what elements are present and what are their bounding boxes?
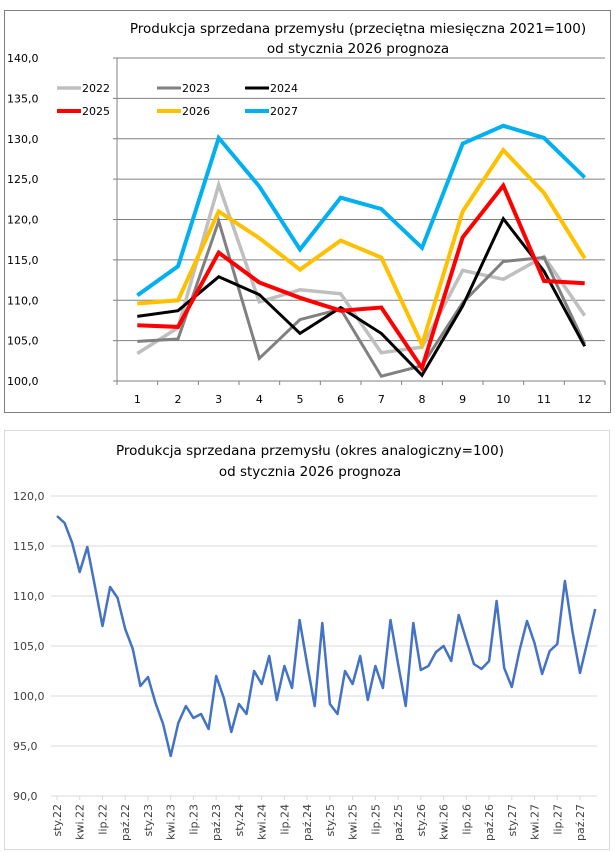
x-tick-label: sty.25 — [324, 804, 337, 836]
chart2-title: Produkcja sprzedana przemysłu (okres ana… — [116, 443, 504, 459]
x-tick-label: lip.26 — [460, 804, 473, 835]
x-tick-label: lip.24 — [278, 804, 291, 835]
legend-label: 2022 — [82, 82, 110, 95]
legend-label: 2026 — [182, 105, 210, 118]
series-line-yoy — [56, 515, 597, 758]
x-tick-label: paź.22 — [119, 804, 132, 841]
legend-label: 2027 — [270, 105, 298, 118]
y-tick-label: 110,0 — [13, 590, 45, 603]
x-tick-label: 4 — [256, 393, 263, 406]
x-tick-label: paź.25 — [392, 804, 405, 841]
x-tick-label: lip.27 — [551, 804, 564, 835]
legend-item-2022: 2022 — [57, 82, 110, 95]
y-tick-label: 100,0 — [13, 690, 45, 703]
x-tick-label: kwi.27 — [529, 804, 542, 840]
y-tick-label: 90,0 — [13, 790, 38, 803]
x-tick-label: 6 — [337, 393, 344, 406]
y-tick-label: 115,0 — [13, 540, 45, 553]
legend-item-2026: 2026 — [157, 105, 210, 118]
legend-item-2025: 2025 — [57, 105, 110, 118]
y-tick-label: 95,0 — [13, 740, 38, 753]
y-tick-label: 110,0 — [7, 294, 39, 307]
x-tick-label: sty.27 — [506, 804, 519, 836]
y-tick-label: 135,0 — [7, 92, 39, 105]
y-tick-label: 115,0 — [7, 254, 39, 267]
x-tick-label: paź.27 — [574, 804, 587, 841]
y-tick-label: 125,0 — [7, 173, 39, 186]
chart-index-2021: Produkcja sprzedana przemysłu (przeciętn… — [7, 21, 606, 406]
series-line-2024 — [137, 215, 587, 378]
x-tick-label: paź.26 — [483, 804, 496, 841]
x-tick-label: kwi.24 — [256, 804, 269, 840]
y-tick-label: 105,0 — [13, 640, 45, 653]
chart1-title: Produkcja sprzedana przemysłu (przeciętn… — [130, 21, 586, 37]
x-tick-label: 8 — [419, 393, 426, 406]
x-tick-label: kwi.26 — [438, 804, 451, 840]
series-line-2027 — [136, 123, 587, 298]
y-tick-label: 105,0 — [7, 335, 39, 348]
x-tick-label: 11 — [537, 393, 551, 406]
x-tick-label: 12 — [578, 393, 592, 406]
chart2-subtitle: od stycznia 2026 prognoza — [219, 464, 401, 480]
x-tick-label: lip.23 — [187, 804, 200, 835]
x-tick-label: paź.23 — [210, 804, 223, 841]
x-tick-label: sty.24 — [233, 804, 246, 836]
x-tick-label: lip.25 — [369, 804, 382, 835]
x-tick-label: 3 — [215, 393, 222, 406]
x-tick-label: kwi.22 — [74, 804, 87, 840]
chart1-subtitle: od stycznia 2026 prognoza — [267, 41, 449, 57]
x-tick-label: 10 — [496, 393, 510, 406]
x-tick-label: 5 — [297, 393, 304, 406]
y-tick-label: 120,0 — [7, 214, 39, 227]
x-tick-label: 7 — [378, 393, 385, 406]
y-tick-label: 100,0 — [7, 375, 39, 388]
x-tick-label: sty.23 — [142, 804, 155, 836]
y-tick-label: 120,0 — [13, 490, 45, 503]
legend-label: 2025 — [82, 105, 110, 118]
series-line-2025 — [137, 181, 585, 373]
x-tick-label: 9 — [459, 393, 466, 406]
series-line-2023 — [137, 216, 587, 378]
chart-panel-yoy: Produkcja sprzedana przemysłu (okres ana… — [4, 430, 610, 850]
x-tick-label: sty.26 — [415, 804, 428, 836]
legend-label: 2024 — [270, 82, 298, 95]
x-tick-label: kwi.25 — [347, 804, 360, 840]
legend-item-2023: 2023 — [157, 82, 210, 95]
x-tick-label: paź.24 — [301, 804, 314, 841]
x-tick-label: lip.22 — [96, 804, 109, 835]
chart-panel-index-2021: Produkcja sprzedana przemysłu (przeciętn… — [4, 10, 611, 413]
x-tick-label: 2 — [175, 393, 182, 406]
x-tick-label: 1 — [134, 393, 141, 406]
legend-item-2024: 2024 — [245, 82, 298, 95]
legend-item-2027: 2027 — [245, 105, 298, 118]
series-line-2026 — [137, 146, 587, 351]
x-tick-label: sty.22 — [51, 804, 64, 836]
chart-yoy: Produkcja sprzedana przemysłu (okres ana… — [13, 443, 597, 841]
legend-label: 2023 — [182, 82, 210, 95]
y-tick-label: 140,0 — [7, 52, 39, 65]
series-line-2022 — [136, 178, 587, 355]
y-tick-label: 130,0 — [7, 133, 39, 146]
x-tick-label: kwi.23 — [165, 804, 178, 840]
